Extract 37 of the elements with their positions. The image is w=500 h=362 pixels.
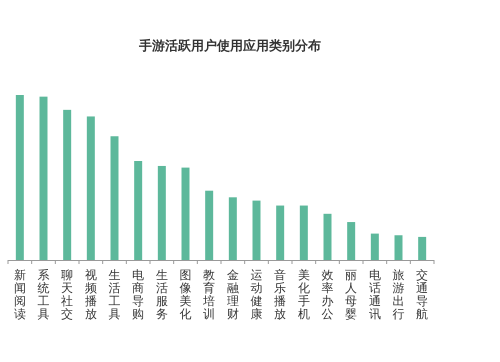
x-tick-label: 视频播放 (84, 268, 97, 321)
bar (16, 95, 24, 260)
bar (182, 168, 190, 260)
bar (276, 206, 284, 260)
x-tick-label: 金融理财 (226, 268, 239, 321)
x-tick-label: 丽人母婴 (345, 268, 358, 321)
x-tick-label: 电话通讯 (368, 268, 381, 321)
x-tick-label: 旅游出行 (392, 268, 404, 321)
chart-title: 手游活跃用户使用应用类别分布 (138, 38, 321, 54)
bar (40, 96, 48, 260)
bar (134, 161, 142, 260)
bar (418, 236, 426, 260)
x-tick-label: 图像美化 (180, 268, 192, 321)
x-tick-label: 生活工具 (108, 268, 120, 321)
bar (252, 200, 260, 260)
x-tick-label: 音乐播放 (274, 268, 286, 321)
bar (228, 197, 237, 260)
x-tick-label: 新闻阅读 (14, 268, 26, 321)
bar (394, 235, 402, 260)
bar (110, 136, 118, 260)
x-tick-label: 聊天社交 (61, 268, 74, 321)
x-tick-label: 系统工具 (38, 268, 50, 321)
x-tick-label: 交通导航 (416, 268, 428, 321)
bar (347, 222, 356, 260)
bar (63, 110, 72, 260)
bar (370, 234, 379, 260)
x-tick-label: 美化手机 (298, 268, 310, 321)
bar (324, 214, 332, 260)
x-tick-label: 运动健康 (250, 268, 262, 321)
bar (205, 190, 214, 260)
x-tick-label: 电商导购 (132, 268, 144, 321)
bar (300, 206, 308, 260)
x-tick-label: 效率办公 (322, 268, 334, 321)
x-tick-label: 生活服务 (156, 268, 168, 321)
bar (86, 116, 95, 260)
x-tick-label: 教育培训 (202, 268, 216, 321)
bar (158, 166, 166, 260)
